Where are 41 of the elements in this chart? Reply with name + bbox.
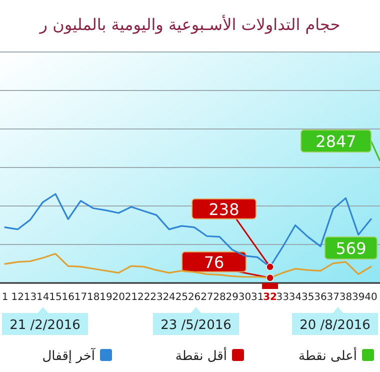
text: أعلى نقطة	[298, 347, 357, 364]
x-tick-label: 23	[150, 292, 163, 303]
text: 20 /8/2016	[300, 318, 370, 333]
x-tick-label: 16	[62, 292, 74, 303]
data-label: 238	[208, 200, 240, 219]
text: 21 /2/2016	[10, 318, 80, 333]
data-label: 76	[204, 252, 224, 272]
x-tick-label: 31	[251, 292, 264, 303]
text: أقل نقطة	[175, 347, 227, 364]
text: آخر إقفال	[42, 347, 96, 364]
x-tick-label: 37	[326, 292, 340, 303]
x-tick-label: 36	[314, 292, 327, 303]
text: 23 /5/2016	[160, 318, 232, 333]
x-tick-label: 17	[74, 292, 88, 303]
chart-title: حجام التداولات الأسـبوعية واليومية بالمليون ر	[38, 14, 340, 34]
x-tick-label: 14	[36, 292, 50, 303]
x-tick-label: 18	[86, 292, 100, 303]
x-tick-label: 20	[112, 292, 125, 303]
x-tick-label: 33	[276, 292, 290, 303]
x-tick-label: 24	[162, 292, 176, 303]
x-tick-label: 15	[49, 292, 62, 303]
x-tick-label: 13	[24, 292, 37, 303]
x-tick-label: 30	[238, 292, 252, 303]
x-tick-label: 1	[2, 292, 8, 303]
x-tick-label: 26	[188, 292, 201, 303]
annotation: 569	[336, 239, 366, 258]
x-tick-label: 38	[339, 292, 352, 303]
annotation: 2847	[316, 132, 356, 151]
x-tick-label: 21	[124, 292, 138, 303]
x-tick-label: 32	[263, 292, 278, 303]
x-tick-label: 35	[302, 292, 314, 303]
x-tick-label: 28	[213, 292, 226, 303]
x-tick-label: 19	[100, 292, 112, 303]
x-tick-label: 39	[352, 292, 365, 303]
x-tick-label: 29	[226, 292, 239, 303]
x-tick-label: 12	[11, 292, 24, 303]
x-tick-label: 25	[175, 292, 188, 303]
x-tick-label: 27	[200, 292, 214, 303]
x-tick-label: 34	[288, 292, 302, 303]
x-tick-label: 22	[137, 292, 150, 303]
x-tick-label: 40	[364, 292, 378, 303]
